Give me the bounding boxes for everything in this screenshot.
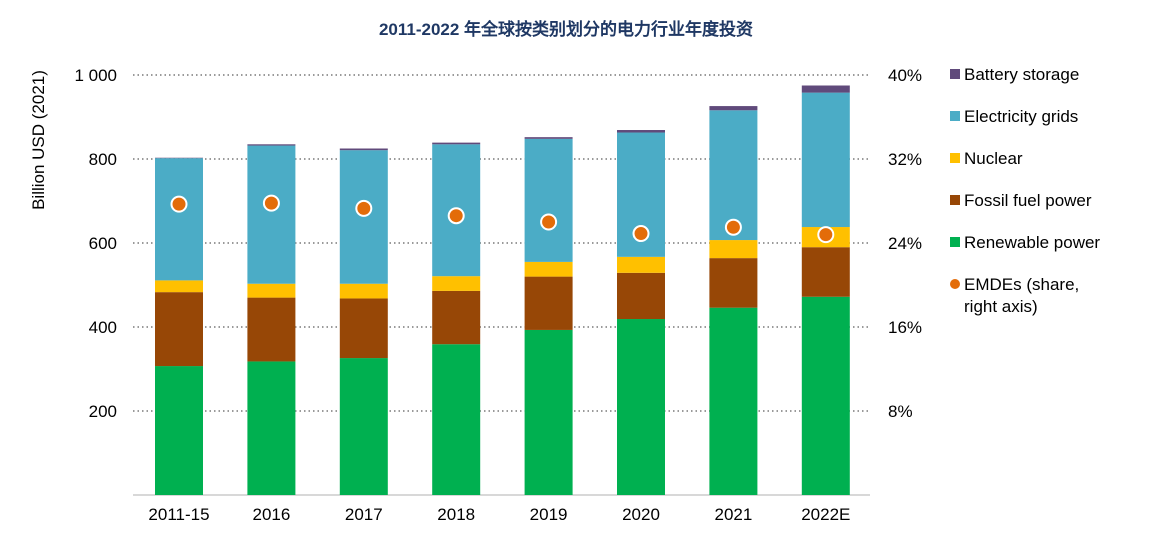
x-axis-ticks: 2011-15 2016 2017 2018 2019 2020 2021 2022E bbox=[148, 505, 850, 524]
emdes-share-point bbox=[172, 197, 187, 212]
bar-segment-nuclear bbox=[432, 276, 480, 291]
y-tick-label: 400 bbox=[89, 318, 117, 337]
bar-segment-fossil-fuel-power bbox=[247, 298, 295, 362]
bar-segment-fossil-fuel-power bbox=[155, 292, 203, 366]
legend-label: Battery storage bbox=[964, 65, 1079, 84]
y-tick-label: 800 bbox=[89, 150, 117, 169]
x-tick-label: 2016 bbox=[252, 505, 290, 524]
bar-segment-fossil-fuel-power bbox=[617, 273, 665, 319]
bar-segment-nuclear bbox=[340, 284, 388, 299]
bar-segment-battery-storage bbox=[802, 86, 850, 93]
bar-segment-fossil-fuel-power bbox=[709, 258, 757, 308]
y-axis-label: Billion USD (2021) bbox=[29, 70, 48, 210]
bar-segment-renewable-power bbox=[617, 319, 665, 495]
bar-segment-nuclear bbox=[617, 257, 665, 273]
right-axis-ticks: 8% 16% 24% 32% 40% bbox=[888, 66, 922, 421]
bar-segment-battery-storage bbox=[340, 149, 388, 151]
legend-label: Electricity grids bbox=[964, 107, 1078, 126]
bar-segment-battery-storage bbox=[709, 106, 757, 110]
bar-segment-fossil-fuel-power bbox=[432, 291, 480, 344]
bar-segment-electricity-grids bbox=[247, 146, 295, 284]
x-tick-label: 2017 bbox=[345, 505, 383, 524]
x-tick-label: 2020 bbox=[622, 505, 660, 524]
bar-segment-renewable-power bbox=[155, 366, 203, 495]
bar-segment-renewable-power bbox=[709, 308, 757, 495]
legend-swatch-electricity-grids bbox=[950, 111, 960, 121]
right-tick-label: 24% bbox=[888, 234, 922, 253]
right-tick-label: 8% bbox=[888, 402, 913, 421]
bar-segment-electricity-grids bbox=[340, 150, 388, 284]
x-tick-label: 2022E bbox=[801, 505, 850, 524]
y-tick-label: 200 bbox=[89, 402, 117, 421]
legend-label: EMDEs (share, bbox=[964, 275, 1079, 294]
bar-segment-fossil-fuel-power bbox=[802, 247, 850, 297]
right-tick-label: 32% bbox=[888, 150, 922, 169]
bar-segment-renewable-power bbox=[525, 330, 573, 495]
emdes-share-point bbox=[541, 215, 556, 230]
emdes-share-point bbox=[726, 220, 741, 235]
legend-label: Fossil fuel power bbox=[964, 191, 1092, 210]
bars bbox=[155, 86, 850, 496]
right-tick-label: 16% bbox=[888, 318, 922, 337]
bar-segment-electricity-grids bbox=[802, 93, 850, 227]
y-tick-label: 600 bbox=[89, 234, 117, 253]
bar-segment-fossil-fuel-power bbox=[340, 298, 388, 358]
bar-segment-fossil-fuel-power bbox=[525, 277, 573, 330]
bar-segment-battery-storage bbox=[525, 137, 573, 139]
chart-title: 2011-2022 年全球按类别划分的电力行业年度投资 bbox=[379, 19, 753, 39]
y-axis-ticks: 200 400 600 800 1 000 bbox=[74, 66, 117, 421]
legend: Battery storage Electricity grids Nuclear F… bbox=[950, 65, 1100, 316]
legend-label: Nuclear bbox=[964, 149, 1023, 168]
legend-swatch-battery-storage bbox=[950, 69, 960, 79]
emdes-share-point bbox=[818, 227, 833, 242]
x-tick-label: 2019 bbox=[530, 505, 568, 524]
bar-segment-renewable-power bbox=[247, 361, 295, 495]
legend-label-line2: right axis) bbox=[964, 297, 1038, 316]
legend-swatch-renewable-power bbox=[950, 237, 960, 247]
y-tick-label: 1 000 bbox=[74, 66, 117, 85]
bar-segment-battery-storage bbox=[432, 143, 480, 145]
legend-label: Renewable power bbox=[964, 233, 1100, 252]
legend-swatch-nuclear bbox=[950, 153, 960, 163]
bar-segment-battery-storage bbox=[247, 144, 295, 145]
bar-segment-renewable-power bbox=[432, 344, 480, 495]
emdes-share-point bbox=[634, 226, 649, 241]
x-tick-label: 2011-15 bbox=[148, 505, 209, 524]
x-tick-label: 2021 bbox=[714, 505, 752, 524]
x-tick-label: 2018 bbox=[437, 505, 475, 524]
bar-segment-renewable-power bbox=[340, 358, 388, 495]
emdes-share-point bbox=[264, 196, 279, 211]
bar-segment-nuclear bbox=[247, 284, 295, 298]
emdes-share-point bbox=[449, 208, 464, 223]
bar-segment-electricity-grids bbox=[525, 139, 573, 262]
bar-segment-renewable-power bbox=[802, 297, 850, 495]
emdes-share-point bbox=[356, 201, 371, 216]
bar-segment-battery-storage bbox=[617, 130, 665, 133]
right-tick-label: 40% bbox=[888, 66, 922, 85]
grid-lines bbox=[133, 75, 870, 495]
bar-segment-nuclear bbox=[155, 280, 203, 292]
legend-marker-emdes-icon bbox=[950, 279, 960, 289]
bar-segment-nuclear bbox=[709, 240, 757, 258]
bar-segment-electricity-grids bbox=[155, 158, 203, 280]
bar-segment-nuclear bbox=[525, 262, 573, 277]
legend-swatch-fossil-fuel-power bbox=[950, 195, 960, 205]
